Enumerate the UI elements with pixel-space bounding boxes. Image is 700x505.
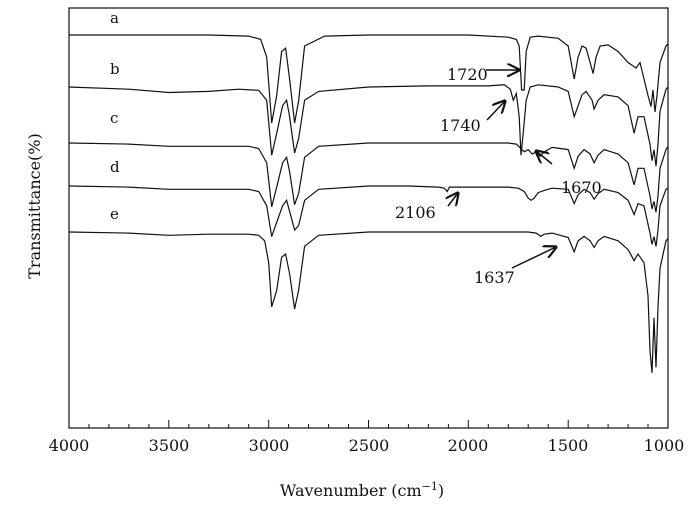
x-axis-title-superscript: −1 (422, 480, 438, 493)
series-label-e: e (110, 205, 119, 223)
annotation-1670-arrow (536, 151, 553, 165)
series-b-line (68, 84, 669, 167)
x-axis-title-main: Wavenumber (cm (280, 481, 422, 500)
x-tick-label-2000: 2000 (448, 436, 489, 455)
series-label-b: b (110, 60, 120, 78)
annotation-2106-arrow (448, 193, 458, 206)
series-label-d: d (110, 158, 120, 176)
x-tick-label-3500: 3500 (149, 436, 190, 455)
series-label-c: c (110, 109, 118, 127)
x-tick-label-4000: 4000 (49, 436, 90, 455)
x-tick-label-2500: 2500 (349, 436, 390, 455)
series-label-a: a (110, 9, 119, 27)
x-axis-title: Wavenumber (cm−1) (280, 480, 444, 500)
x-tick-label-1000: 1000 (644, 436, 685, 455)
annotation-1740-arrow (486, 101, 505, 121)
annotation-1740-label: 1740 (440, 116, 481, 135)
x-tick-label-1500: 1500 (548, 436, 589, 455)
series-e-line (68, 231, 669, 373)
x-tick-label-3000: 3000 (249, 436, 290, 455)
annotation-1670-label: 1670 (561, 178, 602, 197)
annotation-1637-label: 1637 (474, 268, 515, 287)
x-axis-ticks (68, 420, 669, 428)
plot-frame (68, 7, 669, 429)
series-layer (68, 34, 669, 373)
series-d-line (68, 185, 669, 247)
annotation-1720-label: 1720 (447, 65, 488, 84)
x-axis-title-close: ) (438, 481, 444, 500)
annotation-1637-arrow (511, 247, 556, 269)
series-a-line (69, 34, 669, 124)
annotation-2106-label: 2106 (395, 203, 436, 222)
y-axis-title: Transmittance(%) (25, 133, 44, 278)
